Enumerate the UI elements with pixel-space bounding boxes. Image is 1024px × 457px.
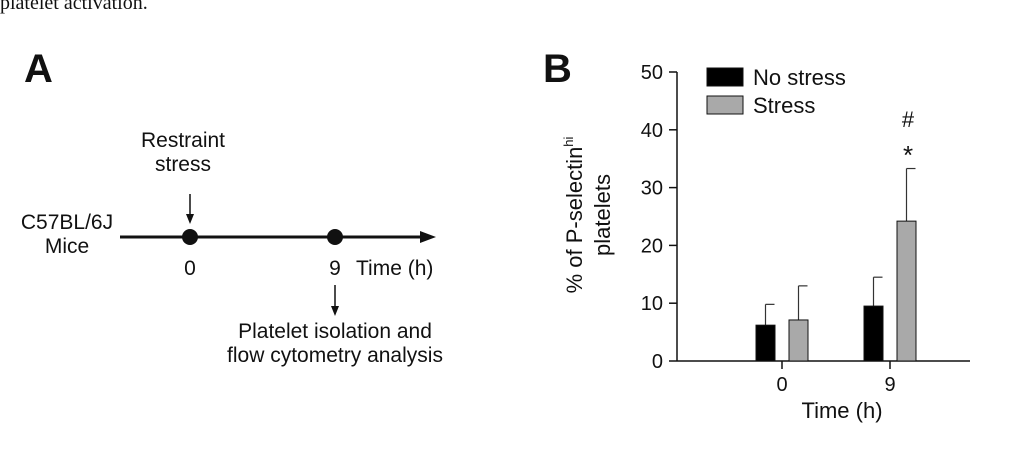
legend-label: No stress xyxy=(753,65,846,90)
x-axis-label: Time (h) xyxy=(801,398,882,423)
bar xyxy=(863,305,884,362)
analysis-label-line2: flow cytometry analysis xyxy=(227,344,443,367)
figure-caption-fragment: platelet activation. xyxy=(0,0,148,14)
stress-arrow-head xyxy=(186,214,194,224)
y-axis-label: % of P-selectinhi xyxy=(561,136,587,293)
stress-label-line1: Restraint xyxy=(140,129,226,152)
y-tick-label: 50 xyxy=(641,62,663,84)
y-axis: 0 10 20 30 40 50 xyxy=(641,62,678,373)
timeline-diagram xyxy=(120,194,436,316)
analysis-label-line1: Platelet isolation and xyxy=(238,320,432,343)
y-tick-label: 0 xyxy=(652,351,663,373)
timepoint-0-dot xyxy=(182,229,198,245)
stress-label: Restraint stress xyxy=(118,129,248,177)
bar xyxy=(896,220,917,362)
bar xyxy=(755,324,776,362)
stress-label-line2: stress xyxy=(154,153,211,176)
timepoint-9-label: 9 xyxy=(329,257,341,280)
analysis-arrow-head xyxy=(331,306,339,316)
y-axis-label-superscript: hi xyxy=(561,136,576,146)
timepoint-0-label: 0 xyxy=(184,257,196,280)
bars xyxy=(755,167,917,362)
strain-label: C57BL/6J Mice xyxy=(4,211,130,259)
y-axis-label-line2: platelets xyxy=(590,174,615,256)
significance-hash-marker: # xyxy=(902,107,915,132)
timeline-arrowhead xyxy=(420,231,436,243)
y-tick-label: 30 xyxy=(641,178,663,200)
y-tick-label: 20 xyxy=(641,235,663,257)
x-tick-label: 0 xyxy=(776,374,787,396)
legend: No stress Stress xyxy=(706,65,846,118)
strain-label-line1: C57BL/6J xyxy=(20,211,114,234)
legend-label: Stress xyxy=(753,93,815,118)
significance-star-marker: * xyxy=(903,140,913,170)
strain-label-line2: Mice xyxy=(44,235,90,258)
panel-a-label: A xyxy=(24,47,53,91)
legend-swatch xyxy=(706,67,744,87)
timeline-time-label: Time (h) xyxy=(356,257,434,280)
bar xyxy=(788,319,809,362)
x-tick-label: 9 xyxy=(884,374,895,396)
panel-b-label: B xyxy=(543,47,572,91)
legend-swatch xyxy=(706,95,744,115)
y-tick-label: 10 xyxy=(641,293,663,315)
analysis-label: Platelet isolation and flow cytometry an… xyxy=(170,320,500,368)
timepoint-9-dot xyxy=(327,229,343,245)
y-axis-label-main: % of P-selectin xyxy=(562,147,587,294)
y-tick-label: 40 xyxy=(641,120,663,142)
